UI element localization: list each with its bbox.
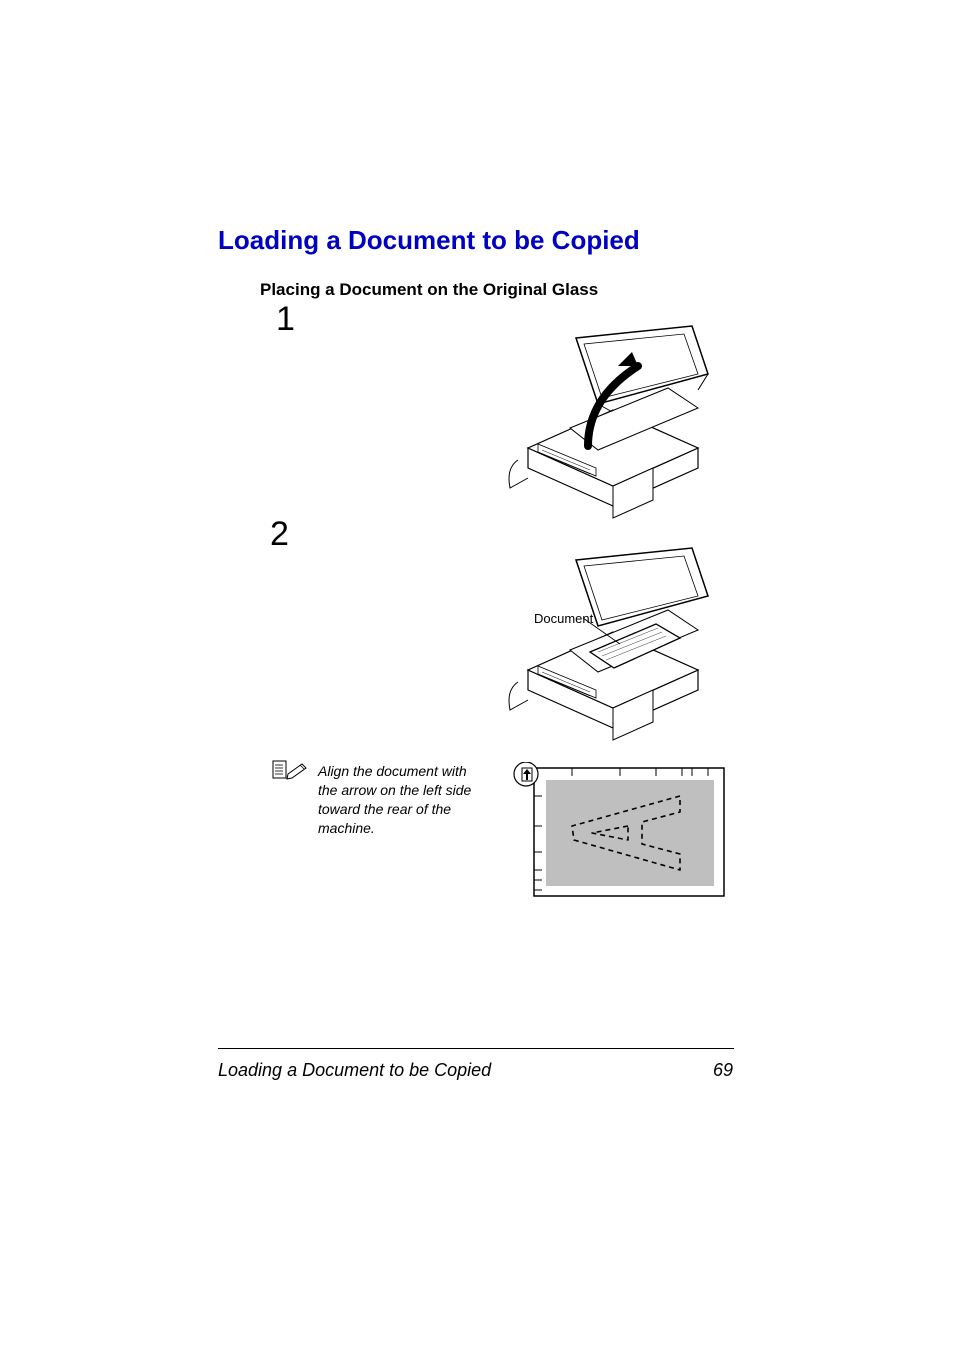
step-number-2: 2 bbox=[270, 515, 289, 554]
alignment-diagram bbox=[512, 762, 727, 902]
note-icon bbox=[272, 760, 309, 780]
printer-place-document-illustration bbox=[498, 540, 723, 745]
footer-title: Loading a Document to be Copied bbox=[218, 1060, 491, 1081]
footer-page-number: 69 bbox=[713, 1060, 733, 1081]
printer-lid-open-illustration bbox=[498, 318, 723, 523]
page-heading: Loading a Document to be Copied bbox=[218, 225, 640, 256]
step-number-1: 1 bbox=[276, 300, 295, 339]
section-subheading: Placing a Document on the Original Glass bbox=[260, 280, 598, 300]
footer-rule bbox=[218, 1048, 734, 1049]
document-label: Document bbox=[534, 611, 593, 626]
alignment-note-text: Align the document with the arrow on the… bbox=[318, 762, 473, 838]
